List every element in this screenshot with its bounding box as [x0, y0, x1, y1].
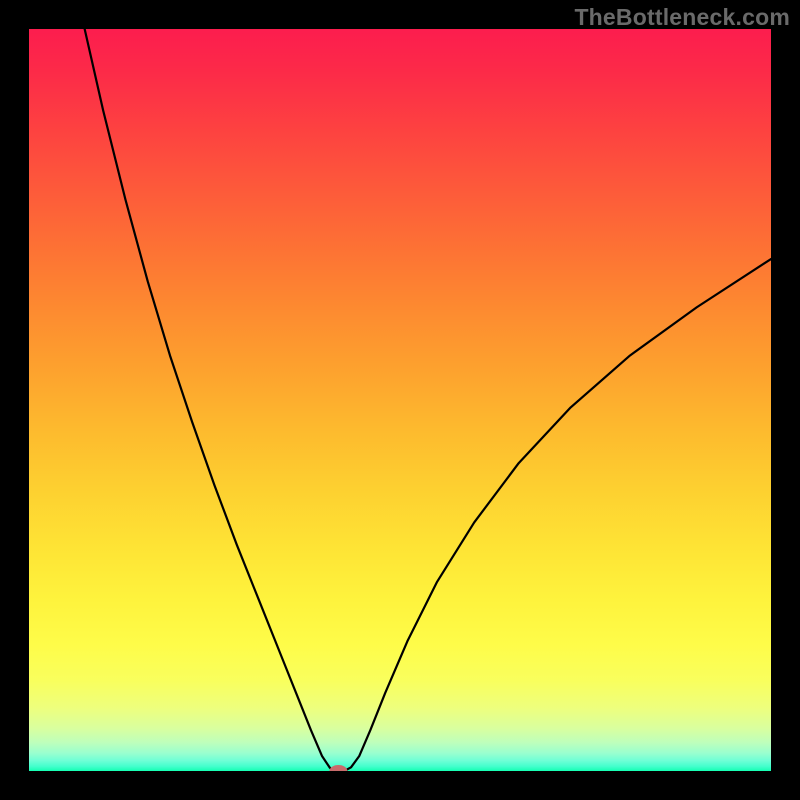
chart-svg [29, 29, 771, 771]
watermark-text: TheBottleneck.com [574, 4, 790, 31]
plot-area [29, 29, 771, 771]
chart-container: TheBottleneck.com [0, 0, 800, 800]
